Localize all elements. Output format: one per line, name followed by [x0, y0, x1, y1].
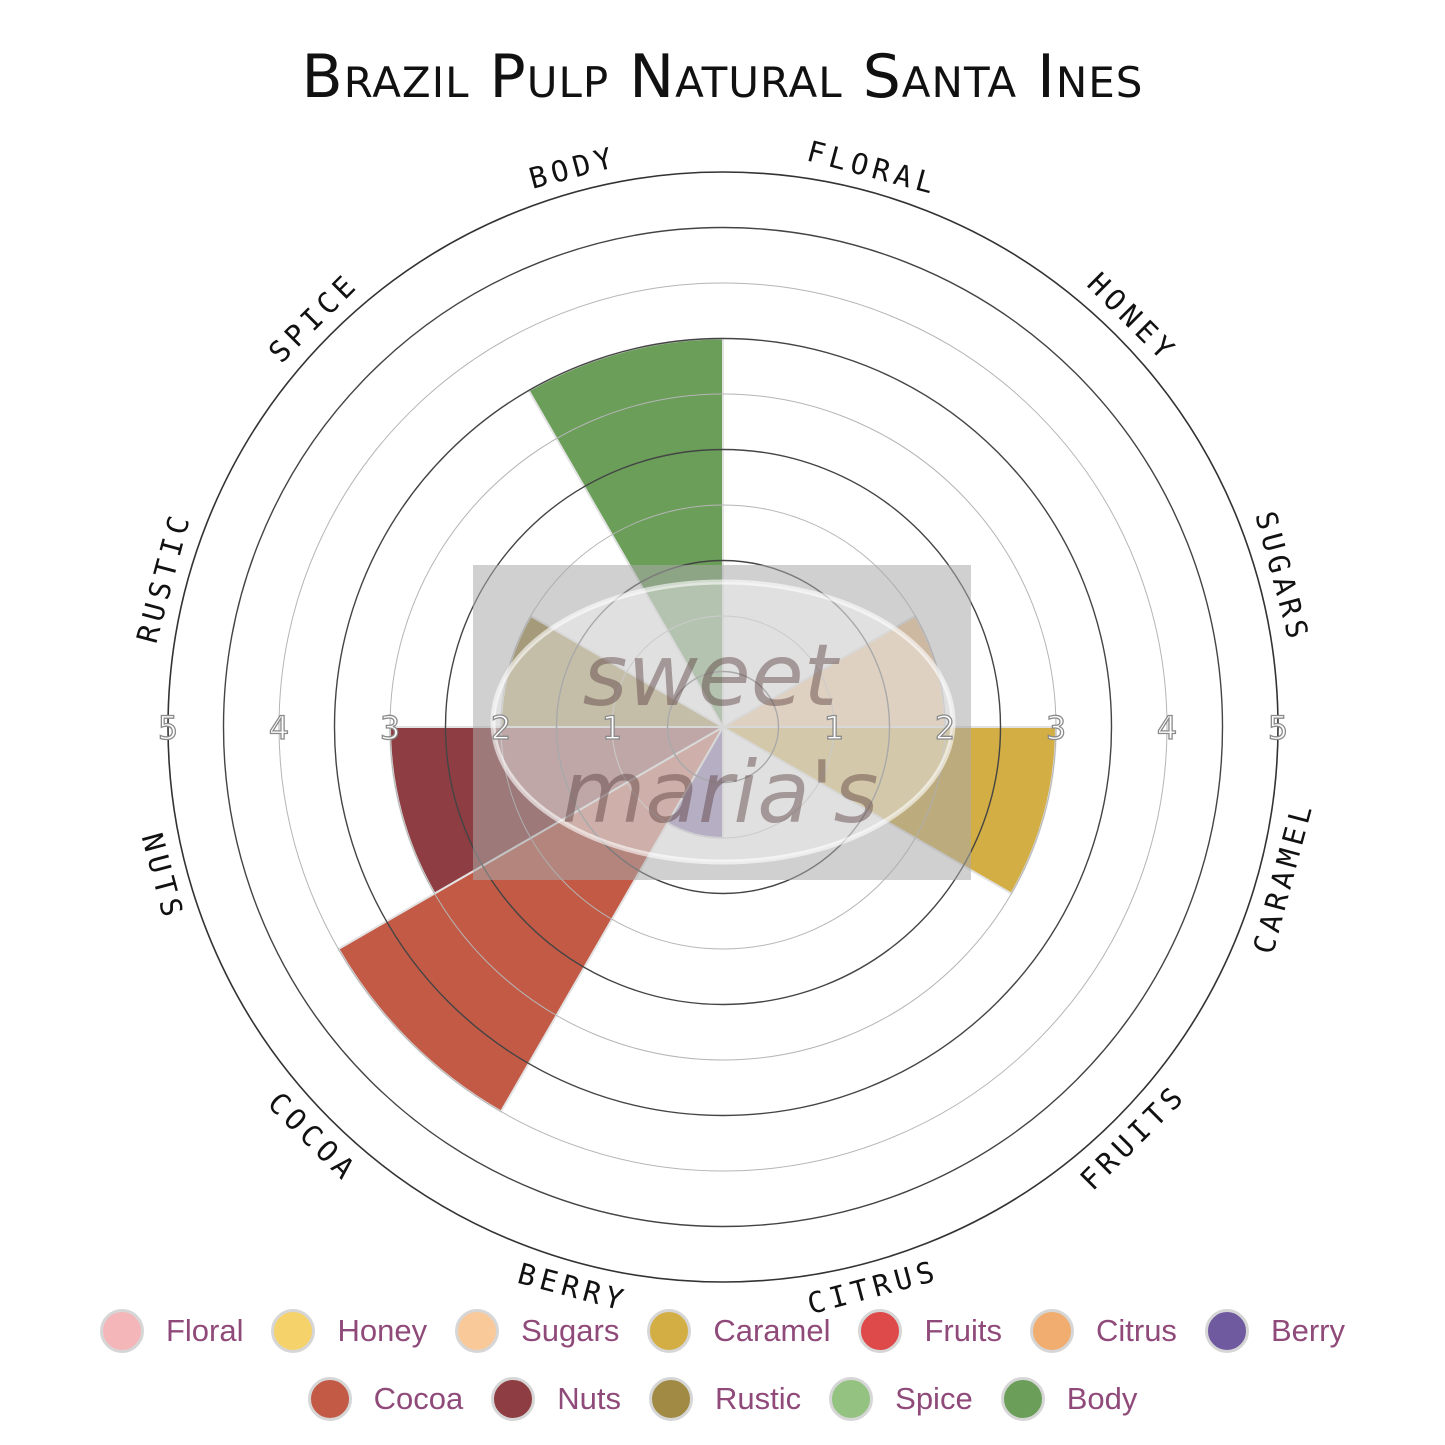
category-label-sugars: SUGARS	[1248, 508, 1316, 647]
legend-swatch	[829, 1377, 874, 1421]
radial-tick-label: 2	[491, 709, 511, 747]
radial-tick-label: 3	[380, 709, 400, 747]
grid-circle	[389, 393, 1057, 1061]
legend-swatch	[1204, 1309, 1249, 1353]
radial-tick-label: 2	[935, 709, 955, 747]
outer-ring	[167, 171, 1279, 1283]
legend-swatch	[99, 1309, 144, 1353]
legend-item-nuts: Nuts	[491, 1377, 621, 1421]
legend-label: Honey	[337, 1313, 428, 1348]
legend-label: Cocoa	[373, 1381, 464, 1416]
legend-swatch	[455, 1309, 500, 1353]
grid-circle	[278, 282, 1168, 1172]
radial-tick-label: 5	[158, 709, 178, 747]
category-label-rustic: RUSTIC	[130, 508, 198, 647]
category-label-spice: SPICE	[262, 266, 365, 369]
legend-item-floral: Floral	[99, 1309, 244, 1353]
legend-label: Sugars	[521, 1313, 620, 1348]
grid-circle	[333, 337, 1113, 1117]
category-label-floral: FLORAL	[803, 134, 942, 202]
legend-label: Spice	[895, 1381, 973, 1416]
grid-circle	[222, 226, 1224, 1228]
legend-item-honey: Honey	[271, 1309, 427, 1353]
legend-swatch	[647, 1309, 692, 1353]
category-label-nuts: NUTS	[135, 829, 191, 925]
legend-item-rustic: Rustic	[649, 1377, 801, 1421]
svg-text:maria's: maria's	[562, 743, 879, 843]
legend-label: Floral	[165, 1313, 244, 1348]
category-label-fruits: FRUITS	[1073, 1077, 1192, 1196]
legend-item-sugars: Sugars	[455, 1309, 619, 1353]
legend-swatch	[1029, 1309, 1074, 1353]
radial-tick-label: 1	[824, 709, 844, 747]
legend-label: Nuts	[557, 1381, 621, 1416]
legend-row: Cocoa Nuts Rustic Spice Body	[0, 1371, 1445, 1427]
watermark: sweet maria's	[473, 565, 971, 880]
category-label-honey: HONEY	[1081, 266, 1184, 369]
legend-swatch	[1000, 1377, 1045, 1421]
legend-label: Citrus	[1095, 1313, 1177, 1348]
legend-swatch	[858, 1309, 903, 1353]
radial-tick-label: 5	[1268, 709, 1288, 747]
legend-label: Caramel	[713, 1313, 831, 1348]
legend-item-citrus: Citrus	[1029, 1309, 1177, 1353]
legend-label: Body	[1066, 1381, 1138, 1416]
legend-item-berry: Berry	[1204, 1309, 1346, 1353]
legend-item-cocoa: Cocoa	[307, 1377, 464, 1421]
legend-swatch	[649, 1377, 693, 1421]
legend-swatch	[271, 1309, 316, 1353]
legend-item-spice: Spice	[829, 1377, 973, 1421]
legend-item-caramel: Caramel	[647, 1309, 830, 1353]
legend-label: Fruits	[924, 1313, 1002, 1348]
radial-tick-label: 1	[602, 709, 622, 747]
legend-label: Berry	[1270, 1313, 1346, 1348]
radial-tick-label: 4	[269, 709, 289, 747]
legend-item-fruits: Fruits	[858, 1309, 1002, 1353]
legend-swatch	[491, 1377, 536, 1421]
radial-ticks-layer: 1 1 2 2 3 3 4 4 5 5	[157, 708, 1289, 747]
svg-text:sweet: sweet	[583, 626, 841, 726]
watermark-box	[473, 565, 971, 880]
legend-item-body: Body	[1000, 1377, 1138, 1421]
legend-swatch	[307, 1377, 352, 1421]
legend-row: Floral Honey Sugars Caramel Fruits Citrus Berr…	[0, 1303, 1445, 1359]
legend-label: Rustic	[715, 1381, 802, 1416]
chart-title: Brazil Pulp Natural Santa Ines	[301, 42, 1144, 112]
category-label-body: BODY	[525, 140, 621, 196]
grid-circle	[444, 448, 1002, 1006]
radial-tick-label: 3	[1046, 709, 1066, 747]
radial-tick-label: 4	[1157, 709, 1177, 747]
